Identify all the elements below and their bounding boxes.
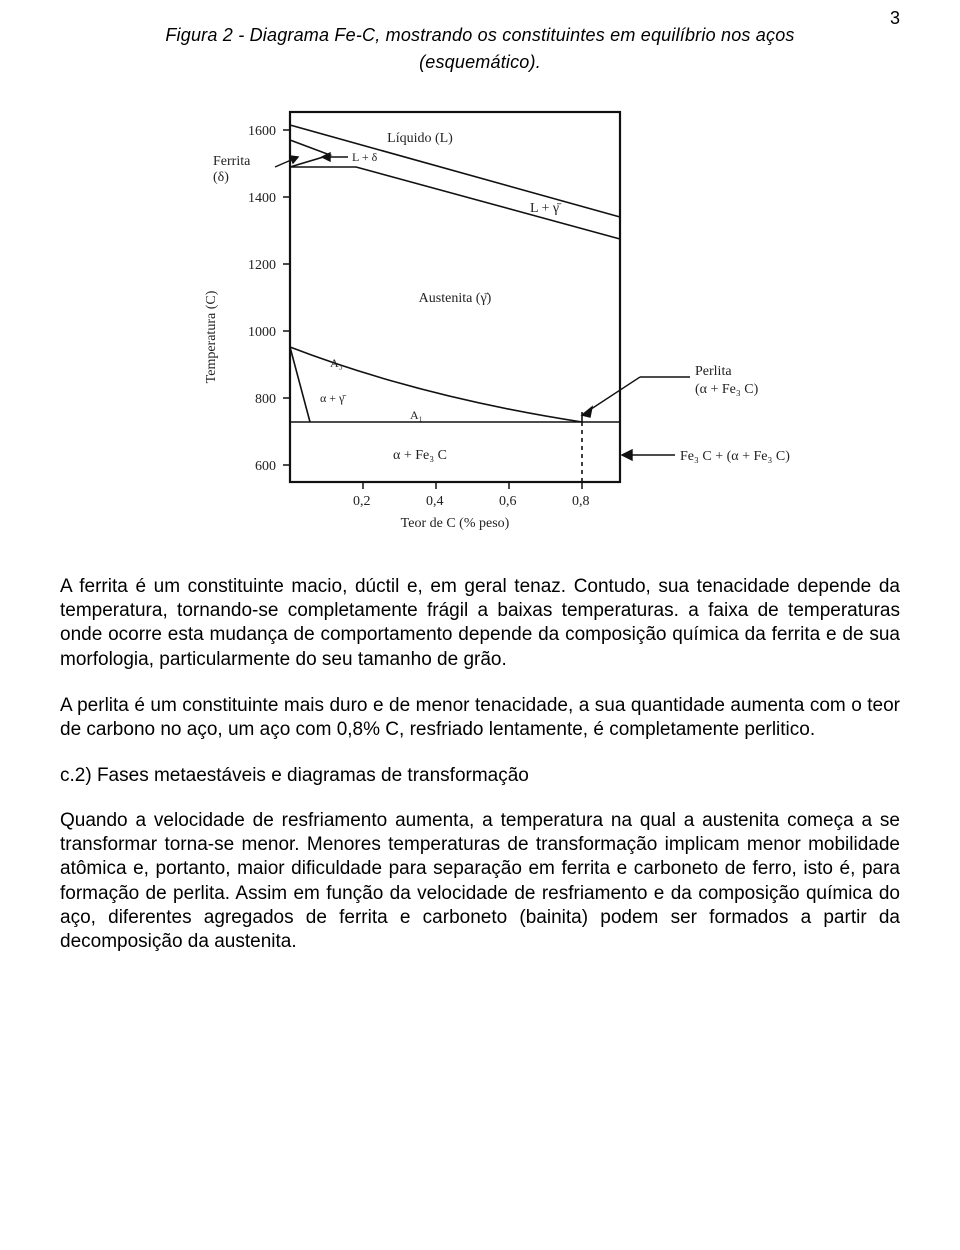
- ytick-600: 600: [255, 459, 276, 474]
- label-ferrita-delta-2: (δ): [213, 170, 229, 185]
- xtick-04: 0,4: [426, 494, 444, 509]
- phase-diagram-svg: 1600 1400 1200 1000 800 600 Temperatura …: [120, 77, 840, 547]
- xtick-06: 0,6: [499, 494, 517, 509]
- annotation-arrows: [275, 153, 690, 460]
- label-perlita: Perlita: [695, 364, 732, 379]
- label-alpha-plus-gamma: α + γ̄: [320, 391, 346, 405]
- ytick-1400: 1400: [248, 191, 276, 206]
- paragraph-3: Quando a velocidade de resfriamento aume…: [60, 809, 900, 955]
- phase-diagram: 1600 1400 1200 1000 800 600 Temperatura …: [120, 77, 840, 547]
- paragraph-1: A ferrita é um constituinte macio, dúcti…: [60, 575, 900, 672]
- label-liquido: Líquido (L): [387, 131, 453, 146]
- label-perlita-sub: (α + Fe₃ C): [695, 382, 759, 397]
- ytick-1200: 1200: [248, 258, 276, 273]
- xtick-02: 0,2: [353, 494, 371, 509]
- y-axis-label: Temperatura (C): [204, 290, 219, 383]
- x-axis-label: Teor de C (% peso): [401, 516, 510, 531]
- figure-caption-line1: Figura 2 - Diagrama Fe-C, mostrando os c…: [60, 24, 900, 47]
- sub-heading: c.2) Fases metaestáveis e diagramas de t…: [60, 765, 900, 787]
- label-l-plus-delta: L + δ: [352, 150, 378, 164]
- label-austenita: Austenita (γ̄): [419, 291, 492, 306]
- label-alpha-plus-fe3c: α + Fe₃ C: [393, 448, 447, 463]
- figure-caption-line2: (esquemático).: [60, 51, 900, 74]
- page-number: 3: [890, 8, 900, 29]
- ytick-1000: 1000: [248, 325, 276, 340]
- label-fe3c-plus: Fe₃ C + (α + Fe₃ C): [680, 449, 790, 464]
- label-l-plus-gamma: L + γ̄: [530, 201, 562, 216]
- ytick-1600: 1600: [248, 124, 276, 139]
- paragraph-2: A perlita é um constituinte mais duro e …: [60, 694, 900, 743]
- page: 3 Figura 2 - Diagrama Fe-C, mostrando os…: [0, 0, 960, 1017]
- ytick-800: 800: [255, 392, 276, 407]
- label-ferrita-delta-1: Ferrita: [213, 154, 251, 169]
- label-a3: A₃: [330, 356, 343, 370]
- xtick-08: 0,8: [572, 494, 590, 509]
- label-a1: A₁: [410, 408, 423, 422]
